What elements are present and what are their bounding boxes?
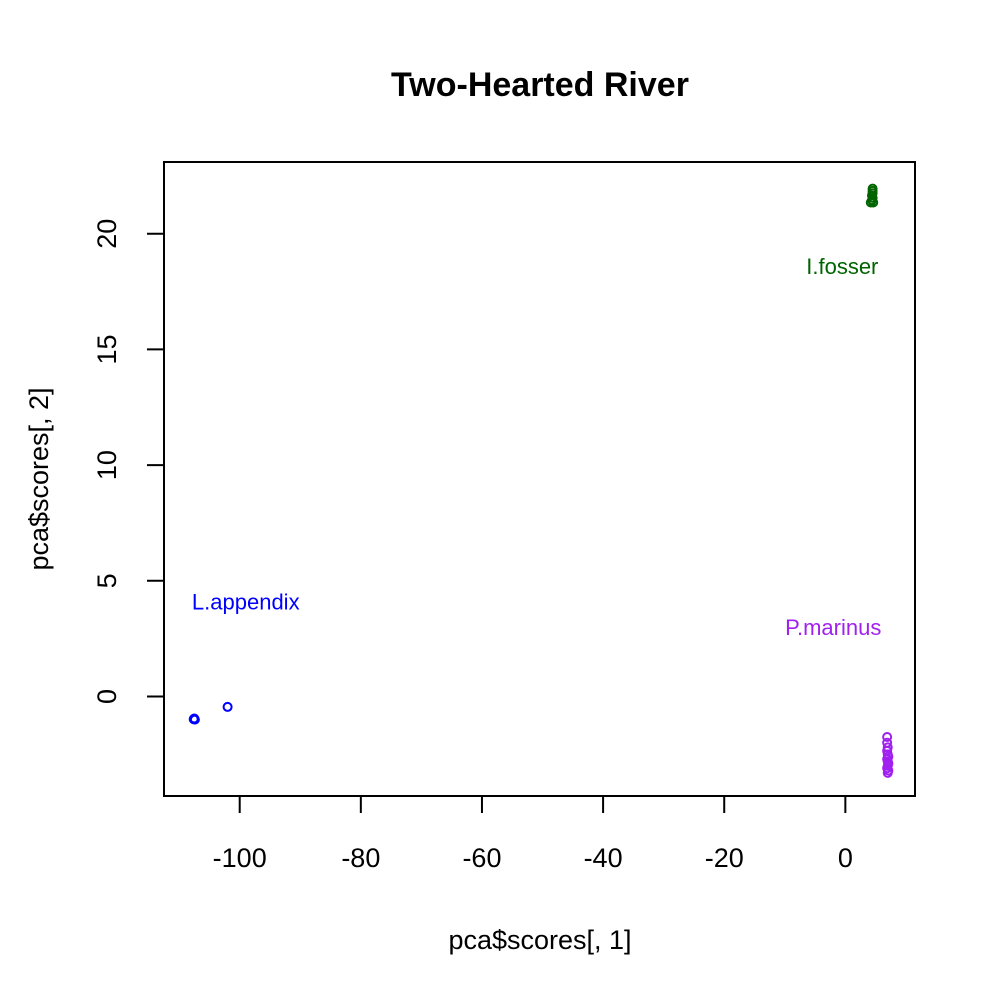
x-tick-label: -100 <box>213 843 267 873</box>
group-labels: L.appendix I.fosser P.marinus <box>192 254 881 640</box>
data-point <box>189 714 200 725</box>
data-points <box>188 183 894 778</box>
y-axis: 0 5 10 15 20 <box>92 219 164 704</box>
y-tick-label: 0 <box>92 689 122 704</box>
data-point <box>867 183 878 194</box>
x-tick-label: -80 <box>341 843 380 873</box>
y-tick-label: 15 <box>92 334 122 364</box>
data-point <box>882 731 893 742</box>
y-tick-label: 5 <box>92 573 122 588</box>
data-point <box>882 767 893 778</box>
series-label: I.fosser <box>806 254 878 279</box>
data-point <box>868 197 879 208</box>
x-axis-label: pca$scores[, 1] <box>448 925 631 955</box>
y-tick-label: 10 <box>92 450 122 480</box>
plot-frame <box>163 161 916 797</box>
series-label: P.marinus <box>785 615 881 640</box>
x-tick-label: 0 <box>838 843 853 873</box>
chart-title: Two-Hearted River <box>391 66 689 104</box>
y-axis-label: pca$scores[, 2] <box>24 387 54 570</box>
y-tick-label: 20 <box>92 219 122 249</box>
x-axis: -100 -80 -60 -40 -20 0 <box>213 796 853 873</box>
x-tick-label: -60 <box>462 843 501 873</box>
x-tick-label: -40 <box>584 843 623 873</box>
series-label: L.appendix <box>192 590 300 615</box>
x-tick-label: -20 <box>705 843 744 873</box>
data-point <box>222 701 233 712</box>
